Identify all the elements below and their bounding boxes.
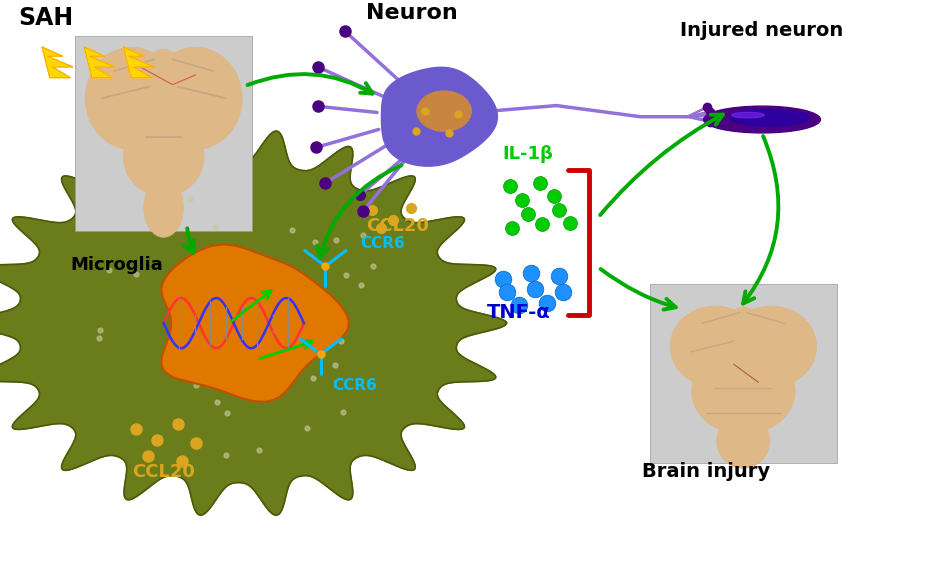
Text: IL-1β: IL-1β bbox=[503, 145, 554, 163]
FancyBboxPatch shape bbox=[650, 284, 837, 463]
Polygon shape bbox=[84, 47, 115, 78]
FancyBboxPatch shape bbox=[75, 36, 252, 231]
Ellipse shape bbox=[417, 91, 471, 131]
Text: Brain injury: Brain injury bbox=[641, 462, 770, 481]
Text: SAH: SAH bbox=[19, 6, 74, 30]
Ellipse shape bbox=[723, 307, 764, 375]
Text: CCL20: CCL20 bbox=[132, 463, 195, 481]
Text: Neuron: Neuron bbox=[366, 3, 457, 23]
Text: CCL20: CCL20 bbox=[366, 217, 429, 235]
Ellipse shape bbox=[717, 414, 770, 468]
Text: CCR6: CCR6 bbox=[360, 236, 405, 251]
Ellipse shape bbox=[123, 118, 204, 196]
Polygon shape bbox=[123, 47, 154, 78]
Ellipse shape bbox=[670, 306, 760, 387]
Ellipse shape bbox=[85, 47, 178, 149]
Polygon shape bbox=[0, 131, 507, 515]
Text: Injured neuron: Injured neuron bbox=[681, 21, 843, 40]
Text: Microglia: Microglia bbox=[70, 256, 163, 274]
Ellipse shape bbox=[729, 109, 809, 126]
Text: TNF-α: TNF-α bbox=[487, 302, 551, 321]
Ellipse shape bbox=[703, 106, 821, 133]
Ellipse shape bbox=[144, 178, 183, 237]
Polygon shape bbox=[42, 47, 73, 78]
Ellipse shape bbox=[150, 47, 242, 149]
Text: CCR6: CCR6 bbox=[332, 378, 377, 393]
Ellipse shape bbox=[731, 112, 764, 118]
Ellipse shape bbox=[726, 306, 816, 387]
Ellipse shape bbox=[141, 50, 186, 132]
Polygon shape bbox=[162, 244, 349, 402]
Ellipse shape bbox=[692, 348, 795, 434]
Polygon shape bbox=[381, 68, 497, 166]
